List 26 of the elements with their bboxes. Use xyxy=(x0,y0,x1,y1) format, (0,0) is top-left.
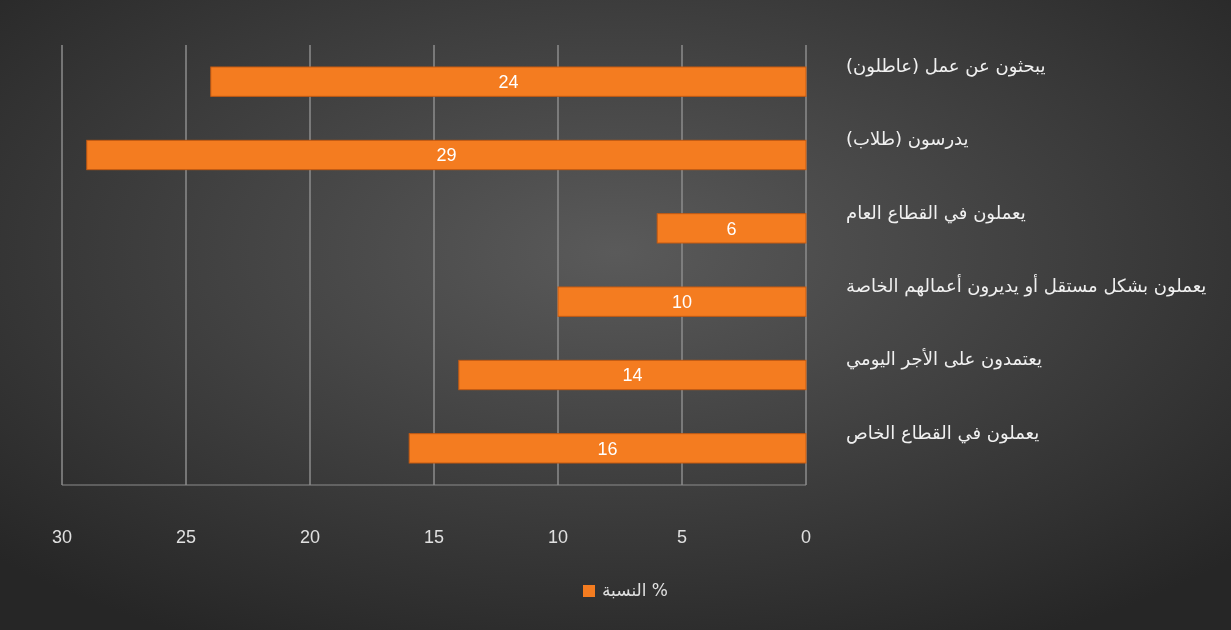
y-tick-label: يبحثون عن عمل (عاطلون) xyxy=(846,54,1046,77)
data-label: 16 xyxy=(597,438,618,459)
x-tick-label: 0 xyxy=(800,527,812,547)
bar xyxy=(408,433,807,464)
data-label: 14 xyxy=(622,365,643,386)
bar xyxy=(210,66,807,97)
bar xyxy=(86,139,807,171)
y-tick-label: يعملون في القطاع الخاص xyxy=(846,421,1040,444)
x-tick-label: 5 xyxy=(676,527,688,547)
y-tick-label: يدرسون (طلاب) xyxy=(846,128,969,151)
x-tick-label: 10 xyxy=(547,527,569,547)
x-tick-label: 25 xyxy=(175,527,197,547)
data-label: 24 xyxy=(498,71,519,92)
y-tick-label: يعتمدون على الأجر اليومي xyxy=(846,348,1042,371)
x-tick-label: 20 xyxy=(299,527,321,547)
y-tick-label: يعملون في القطاع العام xyxy=(846,201,1026,224)
legend: النسبة % xyxy=(583,580,668,600)
bar xyxy=(656,213,807,244)
y-tick-label: يعملون بشكل مستقل أو يديرون أعمالهم الخاصة xyxy=(846,273,1207,297)
bar xyxy=(458,359,807,391)
x-tick-label: 30 xyxy=(51,527,73,547)
x-tick-label: 15 xyxy=(423,527,445,547)
bar xyxy=(557,286,807,317)
data-label: 29 xyxy=(436,145,457,166)
data-label: 6 xyxy=(726,218,737,239)
data-label: 10 xyxy=(671,291,693,312)
